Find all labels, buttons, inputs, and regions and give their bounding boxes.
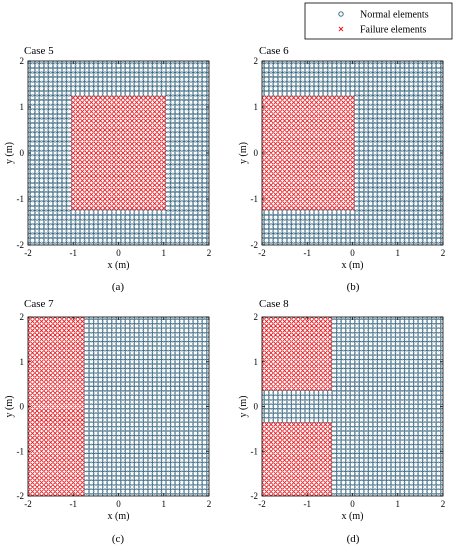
panel-2: Case 6 -2 -1 0 1 2 -2 -1 0 1 2 x (m) y (m) (b): [238, 45, 446, 293]
y-tick-label: 0: [254, 148, 259, 158]
x-tick-label: 2: [441, 248, 446, 258]
panel-4: Case 8 -2 -1 0 1 2 -2 -1 0 1 2 x (m) y (m) (d): [238, 298, 446, 545]
y-axis-label: y (m): [4, 396, 15, 418]
y-tick-label: -2: [251, 240, 259, 250]
x-tick-label: -2: [24, 499, 32, 509]
y-tick-label: 2: [20, 56, 25, 66]
plot-marks: [262, 61, 443, 245]
plot-marks: [28, 61, 209, 245]
normal-elements-series: [262, 61, 443, 245]
x-axis-label: x (m): [108, 260, 130, 271]
failure-elements-series: [28, 317, 85, 496]
y-tick-label: -1: [251, 194, 259, 204]
x-tick-label: -2: [24, 248, 32, 258]
legend-box: [304, 2, 453, 40]
x-tick-label: 1: [162, 248, 167, 258]
y-axis-label: y (m): [238, 142, 249, 164]
legend-label: Failure elements: [360, 25, 426, 36]
y-tick-label: 0: [20, 148, 25, 158]
normal-elements-series: [262, 317, 443, 496]
panel-title: Case 7: [24, 298, 54, 310]
panel-label: (b): [347, 281, 360, 293]
x-tick-label: -2: [258, 248, 266, 258]
failure-elements-series: [262, 95, 355, 211]
y-tick-label: 1: [254, 102, 259, 112]
legend-item: Normal elements: [338, 10, 429, 21]
y-tick-label: -2: [17, 240, 25, 250]
x-tick-label: 2: [441, 499, 446, 509]
y-tick-label: 0: [20, 402, 25, 412]
panel-title: Case 6: [259, 45, 289, 57]
panel-3: Case 7 -2 -1 0 1 2 -2 -1 0 1 2 x (m) y (m) (c): [4, 298, 212, 545]
x-tick-label: -1: [304, 248, 312, 258]
panel-label: (a): [112, 281, 125, 293]
y-axis-label: y (m): [4, 142, 15, 164]
x-tick-label: 0: [116, 499, 121, 509]
failure-elements-series: [70, 95, 167, 211]
x-tick-label: -2: [258, 499, 266, 509]
y-tick-label: -2: [251, 491, 259, 501]
plot-marks: [28, 317, 209, 496]
y-tick-label: -2: [17, 491, 25, 501]
plot-marks: [262, 317, 443, 496]
y-tick-label: 0: [254, 402, 259, 412]
y-tick-label: 2: [254, 56, 259, 66]
x-axis-label: x (m): [108, 511, 130, 522]
chart-panels: Case 5 -2 -1 0 1 2 -2 -1 0 1 2 x (m) y (m) (a) Case 6 -…: [4, 45, 446, 545]
y-tick-label: 1: [20, 102, 25, 112]
x-tick-label: -1: [304, 499, 312, 509]
y-tick-label: 1: [254, 357, 259, 367]
x-tick-label: 1: [162, 499, 167, 509]
y-tick-label: -1: [251, 446, 259, 456]
x-tick-label: 2: [207, 499, 212, 509]
x-axis-label: x (m): [342, 260, 364, 271]
x-axis-label: x (m): [342, 511, 364, 522]
legend: Normal elements Failure elements: [304, 2, 453, 40]
legend-label: Normal elements: [360, 10, 429, 21]
y-tick-label: 2: [20, 312, 25, 322]
x-tick-label: 0: [350, 248, 355, 258]
normal-elements-series: [28, 61, 209, 245]
x-tick-label: 2: [207, 248, 212, 258]
panel-label: (c): [112, 533, 125, 545]
panel-title: Case 8: [259, 298, 289, 310]
x-tick-label: 1: [396, 248, 401, 258]
x-tick-label: 0: [116, 248, 121, 258]
normal-elements-series: [83, 317, 209, 496]
y-tick-label: -1: [17, 194, 25, 204]
x-tick-label: 0: [350, 499, 355, 509]
x-tick-label: -1: [70, 499, 78, 509]
legend-marker-circle: [338, 11, 344, 17]
y-tick-label: 1: [20, 357, 25, 367]
panel-title: Case 5: [24, 45, 54, 57]
y-tick-label: -1: [17, 446, 25, 456]
failure-elements-series: [262, 317, 333, 496]
y-tick-label: 2: [254, 312, 259, 322]
legend-item: Failure elements: [338, 25, 426, 36]
x-tick-label: 1: [396, 499, 401, 509]
panel-label: (d): [347, 533, 360, 545]
panel-1: Case 5 -2 -1 0 1 2 -2 -1 0 1 2 x (m) y (m) (a): [4, 45, 212, 293]
x-tick-label: -1: [70, 248, 78, 258]
legend-marker-x: [338, 26, 344, 32]
y-axis-label: y (m): [238, 396, 249, 418]
